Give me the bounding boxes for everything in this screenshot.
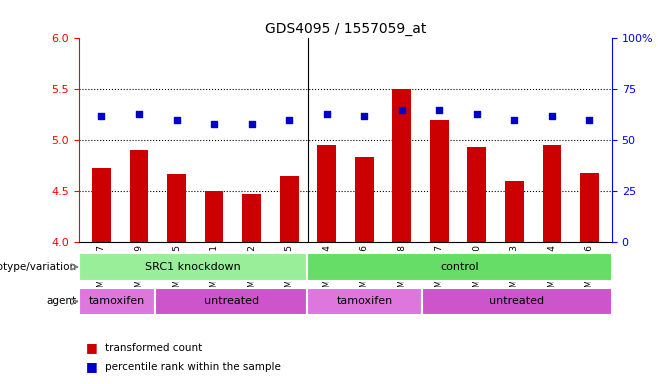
Point — [397, 107, 407, 113]
Bar — [92, 168, 111, 242]
Point — [209, 121, 219, 127]
Text: genotype/variation: genotype/variation — [0, 262, 76, 272]
Point — [96, 113, 107, 119]
Point — [171, 117, 182, 123]
Text: GSM709765: GSM709765 — [172, 244, 181, 299]
Point — [434, 107, 445, 113]
Text: GSM709776: GSM709776 — [585, 244, 594, 299]
Text: GSM709774: GSM709774 — [547, 244, 557, 299]
Bar — [505, 181, 524, 242]
Text: untreated: untreated — [489, 296, 544, 306]
Bar — [79, 253, 307, 281]
Text: ■: ■ — [86, 360, 97, 373]
Bar — [467, 147, 486, 242]
Point — [284, 117, 294, 123]
Text: GSM709771: GSM709771 — [210, 244, 218, 299]
Point — [246, 121, 257, 127]
Point — [472, 111, 482, 117]
Text: SRC1 knockdown: SRC1 knockdown — [145, 262, 241, 272]
Bar — [155, 288, 307, 315]
Text: GSM709772: GSM709772 — [247, 244, 256, 299]
Text: tamoxifen: tamoxifen — [336, 296, 393, 306]
Text: GSM709770: GSM709770 — [472, 244, 481, 299]
Text: ■: ■ — [86, 341, 97, 354]
Text: GSM709775: GSM709775 — [285, 244, 293, 299]
Title: GDS4095 / 1557059_at: GDS4095 / 1557059_at — [265, 22, 426, 36]
Bar — [580, 173, 599, 242]
Point — [359, 113, 370, 119]
Text: untreated: untreated — [204, 296, 259, 306]
Text: GSM709773: GSM709773 — [510, 244, 519, 299]
Point — [509, 117, 520, 123]
Point — [547, 113, 557, 119]
Text: GSM709764: GSM709764 — [322, 244, 331, 299]
Text: control: control — [440, 262, 479, 272]
Bar — [542, 145, 561, 242]
Text: GSM709766: GSM709766 — [360, 244, 368, 299]
Bar — [392, 89, 411, 242]
Bar — [317, 145, 336, 242]
Bar — [307, 253, 612, 281]
Bar — [355, 157, 374, 242]
Bar — [79, 288, 155, 315]
Bar — [242, 194, 261, 242]
Bar — [130, 150, 149, 242]
Text: GSM709777: GSM709777 — [435, 244, 443, 299]
Bar — [280, 176, 299, 242]
Bar — [167, 174, 186, 242]
Point — [584, 117, 595, 123]
Text: tamoxifen: tamoxifen — [89, 296, 145, 306]
Point — [134, 111, 144, 117]
Bar — [430, 120, 449, 242]
Bar — [307, 288, 422, 315]
Text: percentile rank within the sample: percentile rank within the sample — [105, 362, 281, 372]
Point — [321, 111, 332, 117]
Bar — [205, 191, 224, 242]
Text: agent: agent — [46, 296, 76, 306]
Text: GSM709768: GSM709768 — [397, 244, 406, 299]
Text: GSM709769: GSM709769 — [134, 244, 143, 299]
Text: transformed count: transformed count — [105, 343, 203, 353]
Text: GSM709767: GSM709767 — [97, 244, 106, 299]
Bar — [422, 288, 612, 315]
